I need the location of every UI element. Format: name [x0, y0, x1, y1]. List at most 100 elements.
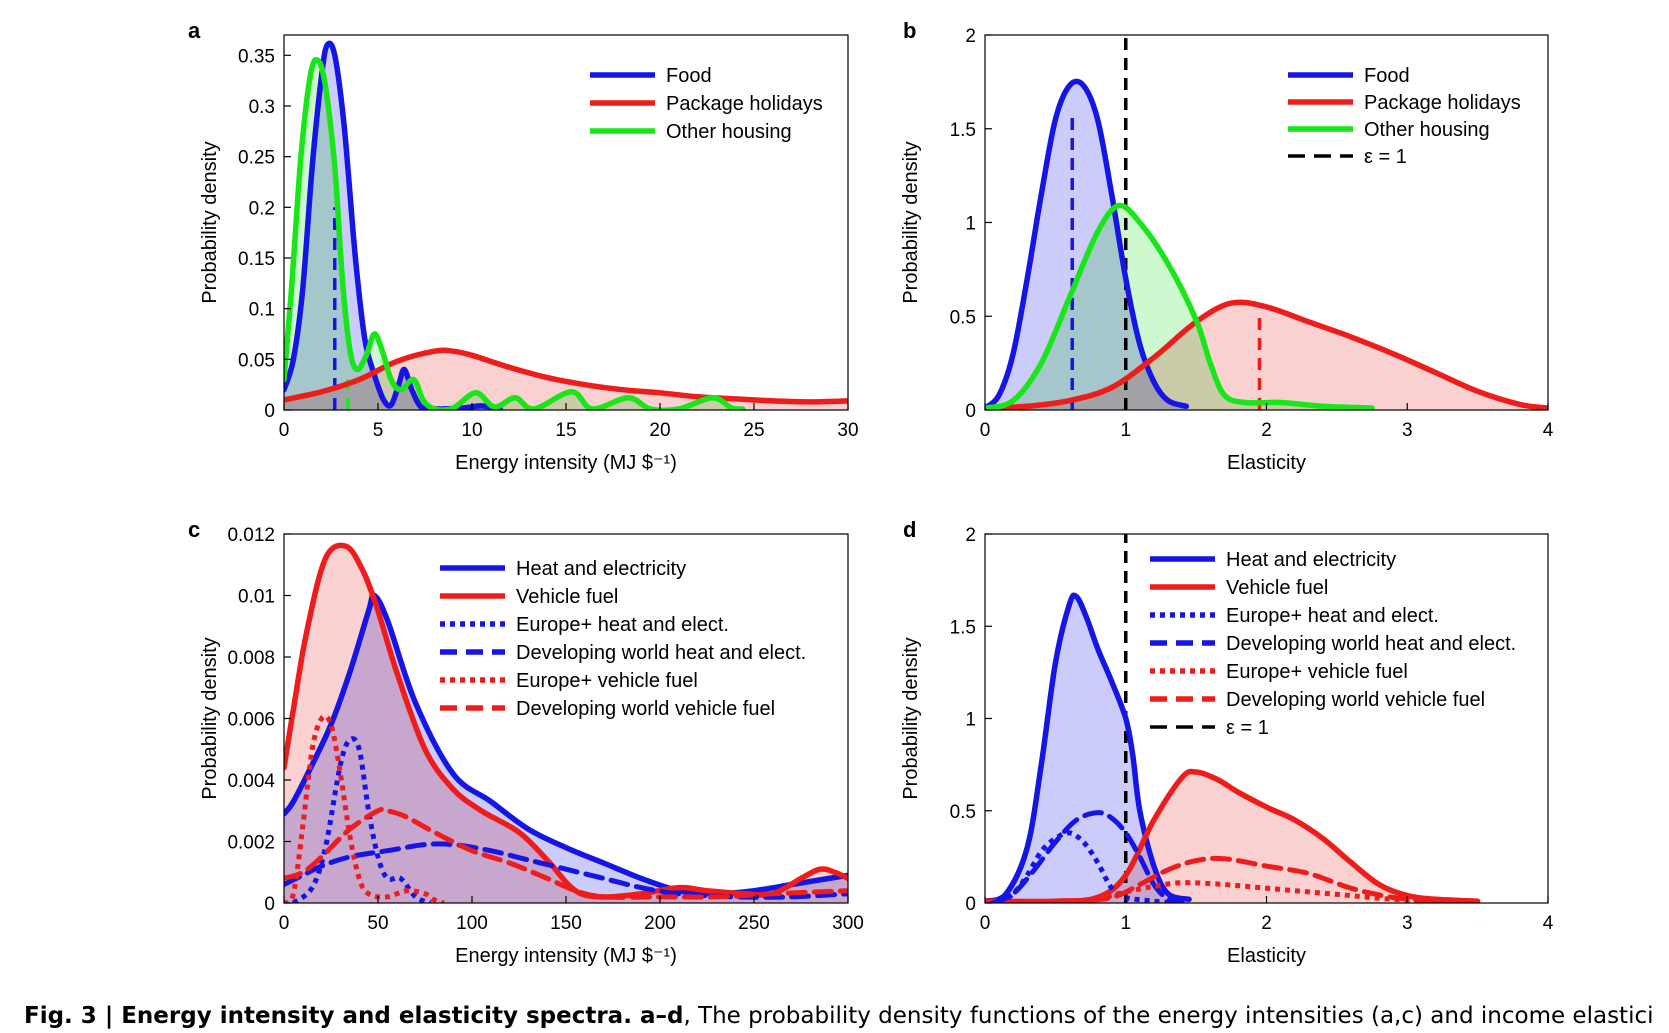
- x-tick-label: 0: [279, 420, 290, 441]
- y-tick-label: 0.25: [238, 148, 275, 169]
- series-line-0: [985, 78, 1190, 410]
- y-tick-label: 0: [264, 401, 275, 422]
- x-tick-label: 250: [738, 913, 770, 934]
- y-tick-label: 0.2: [249, 198, 275, 219]
- figure: 0 5 10 15 20 25 3000.050.10.150.20.250.30.35En…: [188, 18, 1554, 967]
- x-tick-label: 0: [980, 420, 991, 441]
- y-tick-label: 0.35: [238, 46, 275, 67]
- series-fill-1: [985, 771, 1478, 903]
- panel-b: 0 1 2 3 4 0 0.5 1 1.5 2 Elasticity Probability dens…: [900, 18, 1554, 474]
- x-tick-label: 300: [832, 913, 864, 934]
- panel-letter: c: [188, 517, 200, 542]
- y-tick-label: 0: [965, 894, 976, 915]
- series-fill-2: [985, 205, 1373, 410]
- x-tick-label: 200: [644, 913, 676, 934]
- panel-letter: a: [188, 18, 201, 43]
- y-tick-label: 1.5: [950, 120, 976, 141]
- panel-a: 0 5 10 15 20 25 30 0 0.05 0.1 0.15 0.2 0.25 0.3 0.35 En…: [188, 18, 859, 474]
- y-tick-label: 0.004: [227, 771, 275, 792]
- legend-label: Vehicle fuel: [1226, 577, 1328, 599]
- legend-label: Package holidays: [666, 93, 823, 115]
- legend: Heat and electricity Vehicle fuel Europe+ …: [1150, 549, 1516, 739]
- y-axis-label: Probability density: [900, 141, 922, 303]
- x-tick-label: 150: [550, 913, 582, 934]
- plot-area: [284, 542, 848, 903]
- legend-label: Vehicle fuel: [516, 586, 618, 608]
- x-tick-label: 4: [1543, 420, 1554, 441]
- panel-letter: b: [903, 18, 916, 43]
- legend-label: Developing world heat and elect.: [516, 642, 806, 664]
- y-tick-label: 1: [965, 710, 976, 731]
- series-line-2: [284, 56, 746, 410]
- y-tick-label: 0.01: [238, 587, 275, 608]
- x-tick-label: 2: [1261, 420, 1272, 441]
- legend-label: Developing world vehicle fuel: [1226, 689, 1485, 711]
- x-axis-label: Energy intensity (MJ $⁻¹): [455, 452, 677, 474]
- legend-label: Other housing: [1364, 119, 1490, 141]
- x-tick-label: 0: [980, 913, 991, 934]
- y-tick-label: 2: [965, 26, 976, 47]
- series-line-2: [291, 736, 432, 903]
- y-tick-label: 0: [264, 894, 275, 915]
- caption-label: Fig. 3 | Energy intensity and elasticity…: [24, 1003, 684, 1029]
- x-tick-label: 1: [1120, 913, 1131, 934]
- x-tick-label: 15: [555, 420, 576, 441]
- y-tick-label: 0.1: [249, 300, 275, 321]
- x-tick-label: 5: [373, 420, 384, 441]
- series-fill-0: [985, 595, 1190, 903]
- x-axis-label: Energy intensity (MJ $⁻¹): [455, 945, 677, 967]
- y-tick-label: 1: [965, 214, 976, 235]
- series-line-5: [1010, 855, 1481, 903]
- series-fill-0: [985, 81, 1187, 410]
- y-tick-label: 0: [965, 401, 976, 422]
- legend-label: Other housing: [666, 121, 792, 143]
- y-tick-label: 0.15: [238, 249, 275, 270]
- legend-label: Developing world heat and elect.: [1226, 633, 1516, 655]
- y-axis-label: Probability density: [900, 637, 922, 799]
- legend-label: Heat and electricity: [1226, 549, 1396, 571]
- legend-label: Heat and electricity: [516, 558, 686, 580]
- legend: Food Package holidays Other housing: [590, 65, 823, 143]
- x-axis-label: Elasticity: [1227, 945, 1306, 967]
- x-tick-label: 20: [649, 420, 670, 441]
- series-line-1: [985, 768, 1481, 903]
- x-tick-label: 25: [743, 420, 764, 441]
- series-line-3: [284, 841, 848, 900]
- y-tick-label: 1.5: [950, 617, 976, 638]
- series-fill-2: [284, 59, 743, 410]
- figure-caption: Fig. 3 | Energy intensity and elasticity…: [24, 1003, 1654, 1029]
- y-axis-label: Probability density: [199, 637, 221, 799]
- legend: Heat and electricity Vehicle fuel Europe+ …: [440, 558, 806, 720]
- x-tick-label: 3: [1402, 420, 1413, 441]
- series-fill-1: [284, 545, 848, 903]
- x-axis-label: Elasticity: [1227, 452, 1306, 474]
- series-line-3: [989, 810, 1185, 903]
- legend-label: Europe+ vehicle fuel: [516, 670, 698, 692]
- series-line-5: [284, 806, 848, 900]
- y-tick-label: 0.002: [227, 833, 275, 854]
- y-axis-label: Probability density: [199, 141, 221, 303]
- legend-label: Food: [666, 65, 712, 87]
- y-tick-label: 0.008: [227, 648, 275, 669]
- series-line-2: [997, 830, 1176, 903]
- legend-label: Europe+ heat and elect.: [1226, 605, 1439, 627]
- y-tick-label: 0.05: [238, 350, 275, 371]
- x-tick-label: 10: [461, 420, 482, 441]
- x-tick-label: 3: [1402, 913, 1413, 934]
- x-tick-label: 2: [1261, 913, 1272, 934]
- x-tick-label: 1: [1120, 420, 1131, 441]
- legend-label: Developing world vehicle fuel: [516, 698, 775, 720]
- plot-area: [985, 35, 1548, 410]
- legend-label: Food: [1364, 65, 1410, 87]
- legend-label: Europe+ vehicle fuel: [1226, 661, 1408, 683]
- x-tick-label: 100: [456, 913, 488, 934]
- legend-label: ε = 1: [1364, 146, 1407, 168]
- plot-area: [284, 40, 848, 410]
- x-tick-label: 0: [279, 913, 290, 934]
- y-tick-label: 0.5: [950, 802, 976, 823]
- series-fill-1: [284, 350, 848, 410]
- y-tick-label: 0.3: [249, 97, 275, 118]
- panel-d: 0 1 2 3 4 0 0.5 1 1.5 2 Elasticity Probability dens…: [900, 517, 1554, 967]
- series-line-4: [284, 713, 445, 903]
- x-tick-label: 50: [367, 913, 388, 934]
